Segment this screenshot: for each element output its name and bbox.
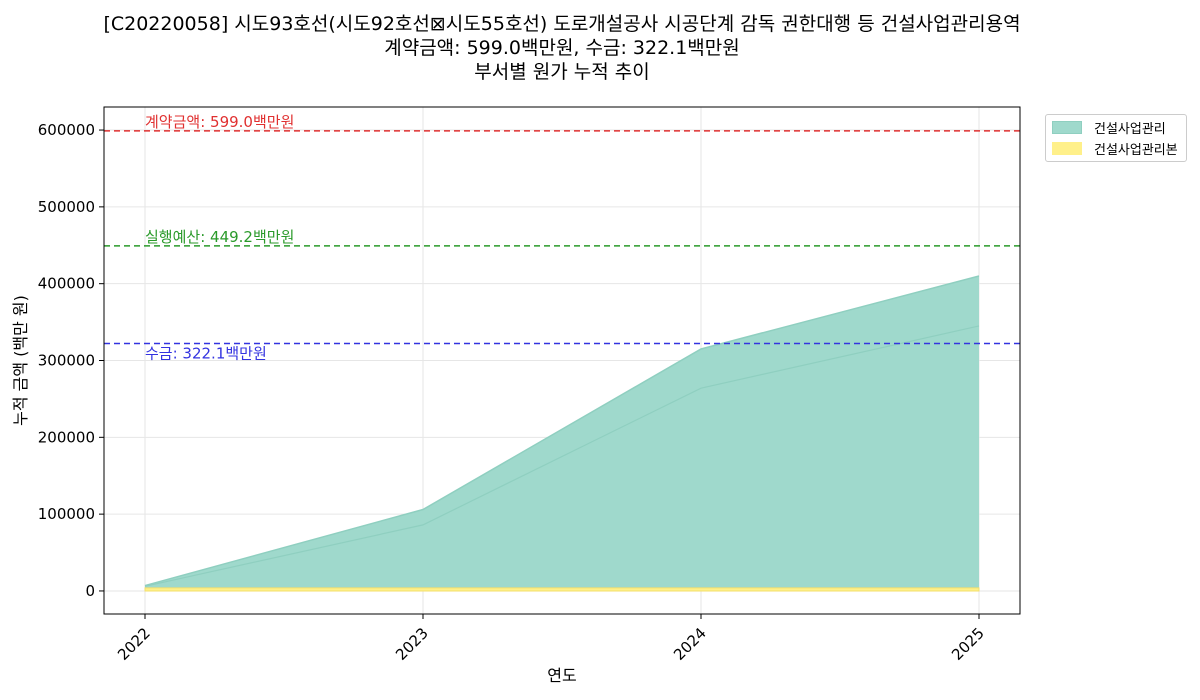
x-axis-label: 연도 bbox=[547, 666, 576, 685]
legend-label-1: 건설사업관리 bbox=[1094, 121, 1166, 137]
reference-label-2: 실행예산: 449.2백만원 bbox=[145, 228, 294, 246]
area-layer bbox=[144, 275, 980, 592]
legend-item-1: 건설사업관리 bbox=[1052, 118, 1166, 137]
x-tick-label: 2024 bbox=[670, 624, 710, 664]
y-tick-label: 600000 bbox=[38, 121, 95, 139]
chart-title-line-3: 부서별 원가 누적 추이 bbox=[474, 61, 650, 83]
y-axis-label: 누적 금액 (백만 원) bbox=[11, 295, 30, 426]
legend-swatch-1 bbox=[1052, 120, 1082, 134]
y-tick-label: 400000 bbox=[38, 275, 95, 293]
y-tick-label: 300000 bbox=[38, 352, 95, 370]
y-tick-label: 100000 bbox=[38, 505, 95, 523]
reference-label-1: 계약금액: 599.0백만원 bbox=[145, 113, 294, 131]
x-tick-label: 2022 bbox=[114, 624, 154, 664]
chart-title-line-1: [C20220058] 시도93호선(시도92호선⊠시도55호선) 도로개설공사… bbox=[103, 13, 1021, 35]
y-tick-label: 500000 bbox=[38, 198, 95, 216]
legend: 건설사업관리 건설사업관리본 bbox=[1045, 114, 1187, 162]
y-tick-label: 200000 bbox=[38, 428, 95, 446]
legend-swatch-2 bbox=[1052, 141, 1082, 155]
x-tick-label: 2025 bbox=[948, 624, 988, 664]
legend-item-2: 건설사업관리본 bbox=[1052, 139, 1178, 158]
chart-title-line-2: 계약금액: 599.0백만원, 수금: 322.1백만원 bbox=[384, 37, 740, 59]
reference-label-3: 수금: 322.1백만원 bbox=[145, 345, 267, 363]
area-series-2 bbox=[144, 587, 980, 592]
area-series-1-edge bbox=[144, 275, 980, 587]
area-series-1 bbox=[145, 276, 979, 591]
y-tick-label: 0 bbox=[85, 582, 95, 600]
area-series-1-inner-line bbox=[144, 325, 980, 587]
legend-label-2: 건설사업관리본 bbox=[1094, 142, 1178, 158]
x-tick-label: 2023 bbox=[392, 624, 432, 664]
